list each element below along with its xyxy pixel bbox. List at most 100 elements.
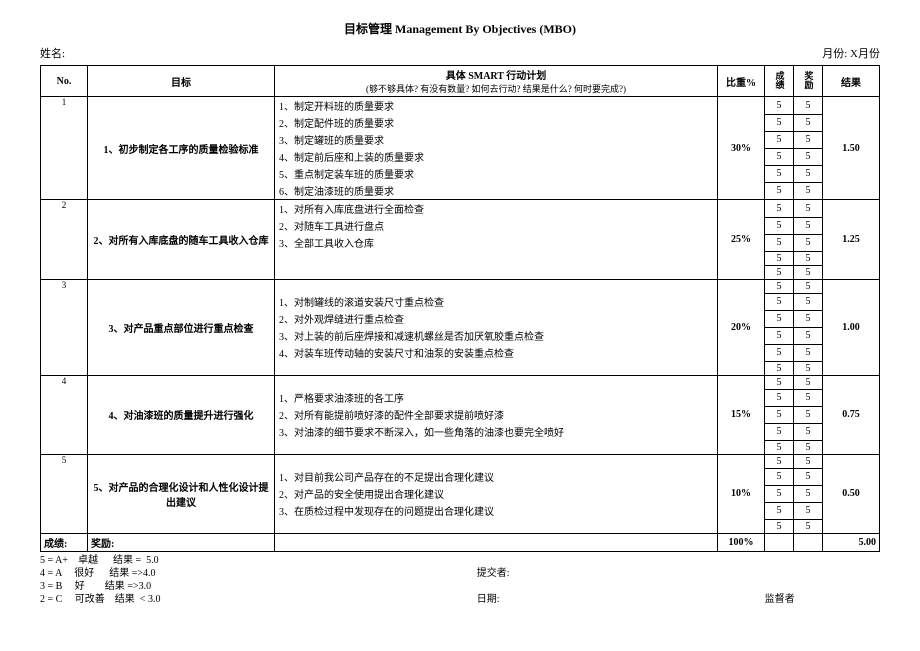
cell-bonus: 5 [794,217,823,234]
header-row: 姓名: 月份: X月份 [40,45,880,61]
cell-plan: 1、严格要求油漆班的各工序 [275,389,718,406]
cell-result: 1.50 [823,97,880,200]
cell-score: 5 [765,454,794,468]
cell-objective: 5、对产品的合理化设计和人性化设计提出建议 [88,454,275,533]
cell-plan: 3、对上装的前后座焊接和减速机螺丝是否加厌氧胶重点检查 [275,327,718,344]
cell-objective: 2、对所有入库底盘的随车工具收入仓库 [88,200,275,280]
name-label: 姓名: [40,45,65,61]
cell-bonus: 5 [794,375,823,389]
cell-bonus: 5 [794,423,823,440]
cell-bonus: 5 [794,131,823,148]
cell-no: 1 [41,97,88,200]
cell-score: 5 [765,502,794,519]
cell-bonus: 5 [794,97,823,115]
cell-bonus: 5 [794,440,823,454]
cell-plan: 1、制定开料班的质量要求 [275,97,718,115]
cell-bonus: 5 [794,148,823,165]
submitter-label: 提交者: [477,567,880,580]
cell-score: 5 [765,375,794,389]
cell-score: 5 [765,344,794,361]
page-title: 目标管理 Management By Objectives (MBO) [40,20,880,37]
cell-plan [275,440,718,454]
table-row: 33、对产品重点部位进行重点检查 20%551.00 [41,279,880,293]
cell-bonus: 5 [794,293,823,310]
cell-score: 5 [765,97,794,115]
table-row: 55、对产品的合理化设计和人性化设计提出建议 10%550.50 [41,454,880,468]
cell-bonus: 5 [794,406,823,423]
cell-bonus: 5 [794,200,823,218]
cell-bonus: 5 [794,468,823,485]
cell-bonus: 5 [794,327,823,344]
cell-plan [275,265,718,279]
month-block: 月份: X月份 [822,45,880,61]
cell-score: 5 [765,310,794,327]
cell-bonus: 5 [794,519,823,533]
cell-score: 5 [765,440,794,454]
cell-weight: 10% [718,454,765,533]
cell-score: 5 [765,327,794,344]
mbo-table: No. 目标 具体 SMART 行动计划 (够不够具体? 有没有数量? 如何去行… [40,65,880,552]
col-bonus: 奖励 [794,66,823,97]
supervisor-label: 监督者 [765,594,795,605]
cell-plan: 3、对油漆的细节要求不断深入，如一些角落的油漆也要完全喷好 [275,423,718,440]
cell-score: 5 [765,519,794,533]
cell-plan: 3、在质检过程中发现存在的问题提出合理化建议 [275,502,718,519]
cell-plan [275,279,718,293]
cell-bonus: 5 [794,344,823,361]
table-row: 22、对所有入库底盘的随车工具收入仓库1、对所有入库底盘进行全面检查25%551… [41,200,880,218]
cell-objective: 4、对油漆班的质量提升进行强化 [88,375,275,454]
cell-plan: 2、对所有能提前喷好漆的配件全部要求提前喷好漆 [275,406,718,423]
table-row: 11、初步制定各工序的质量检验标准1、制定开料班的质量要求30%551.50 [41,97,880,115]
date-label: 日期: [477,594,500,605]
cell-weight: 15% [718,375,765,454]
cell-bonus: 5 [794,310,823,327]
cell-score: 5 [765,293,794,310]
cell-plan [275,375,718,389]
cell-plan: 1、对制罐线的滚道安装尺寸重点检查 [275,293,718,310]
grade-line: 5 = A+ 卓越 结果 = 5.0 [40,554,477,567]
col-plan: 具体 SMART 行动计划 (够不够具体? 有没有数量? 如何去行动? 结果是什… [275,66,718,97]
cell-score: 5 [765,361,794,375]
cell-plan [275,361,718,375]
cell-score: 5 [765,114,794,131]
footer: 5 = A+ 卓越 结果 = 5.04 = A 很好 结果 =>4.03 = B… [40,554,880,606]
cell-bonus: 5 [794,234,823,251]
cell-score: 5 [765,485,794,502]
cell-plan: 3、全部工具收入仓库 [275,234,718,251]
cell-score: 5 [765,389,794,406]
cell-score: 5 [765,279,794,293]
cell-bonus: 5 [794,279,823,293]
cell-weight: 20% [718,279,765,375]
cell-plan: 2、对产品的安全使用提出合理化建议 [275,485,718,502]
cell-plan: 1、对目前我公司产品存在的不足提出合理化建议 [275,468,718,485]
cell-plan: 3、制定罐班的质量要求 [275,131,718,148]
cell-plan: 2、对外观焊缝进行重点检查 [275,310,718,327]
cell-plan: 4、对装车班传动轴的安装尺寸和油泵的安装重点检查 [275,344,718,361]
cell-objective: 3、对产品重点部位进行重点检查 [88,279,275,375]
cell-plan [275,454,718,468]
cell-score: 5 [765,265,794,279]
grade-line: 2 = C 可改善 结果 < 3.0 [40,593,477,606]
cell-score: 5 [765,468,794,485]
cell-bonus: 5 [794,361,823,375]
cell-bonus: 5 [794,251,823,265]
cell-bonus: 5 [794,265,823,279]
cell-bonus: 5 [794,182,823,200]
cell-plan: 5、重点制定装车班的质量要求 [275,165,718,182]
cell-score: 5 [765,165,794,182]
cell-plan [275,251,718,265]
cell-plan: 4、制定前后座和上装的质量要求 [275,148,718,165]
cell-result: 0.75 [823,375,880,454]
cell-score: 5 [765,406,794,423]
cell-weight: 30% [718,97,765,200]
cell-plan: 1、对所有入库底盘进行全面检查 [275,200,718,218]
cell-no: 5 [41,454,88,533]
cell-plan [275,519,718,533]
cell-no: 3 [41,279,88,375]
cell-bonus: 5 [794,165,823,182]
grade-line: 4 = A 很好 结果 =>4.0 [40,567,477,580]
cell-objective: 1、初步制定各工序的质量检验标准 [88,97,275,200]
cell-score: 5 [765,217,794,234]
cell-score: 5 [765,182,794,200]
col-objective: 目标 [88,66,275,97]
